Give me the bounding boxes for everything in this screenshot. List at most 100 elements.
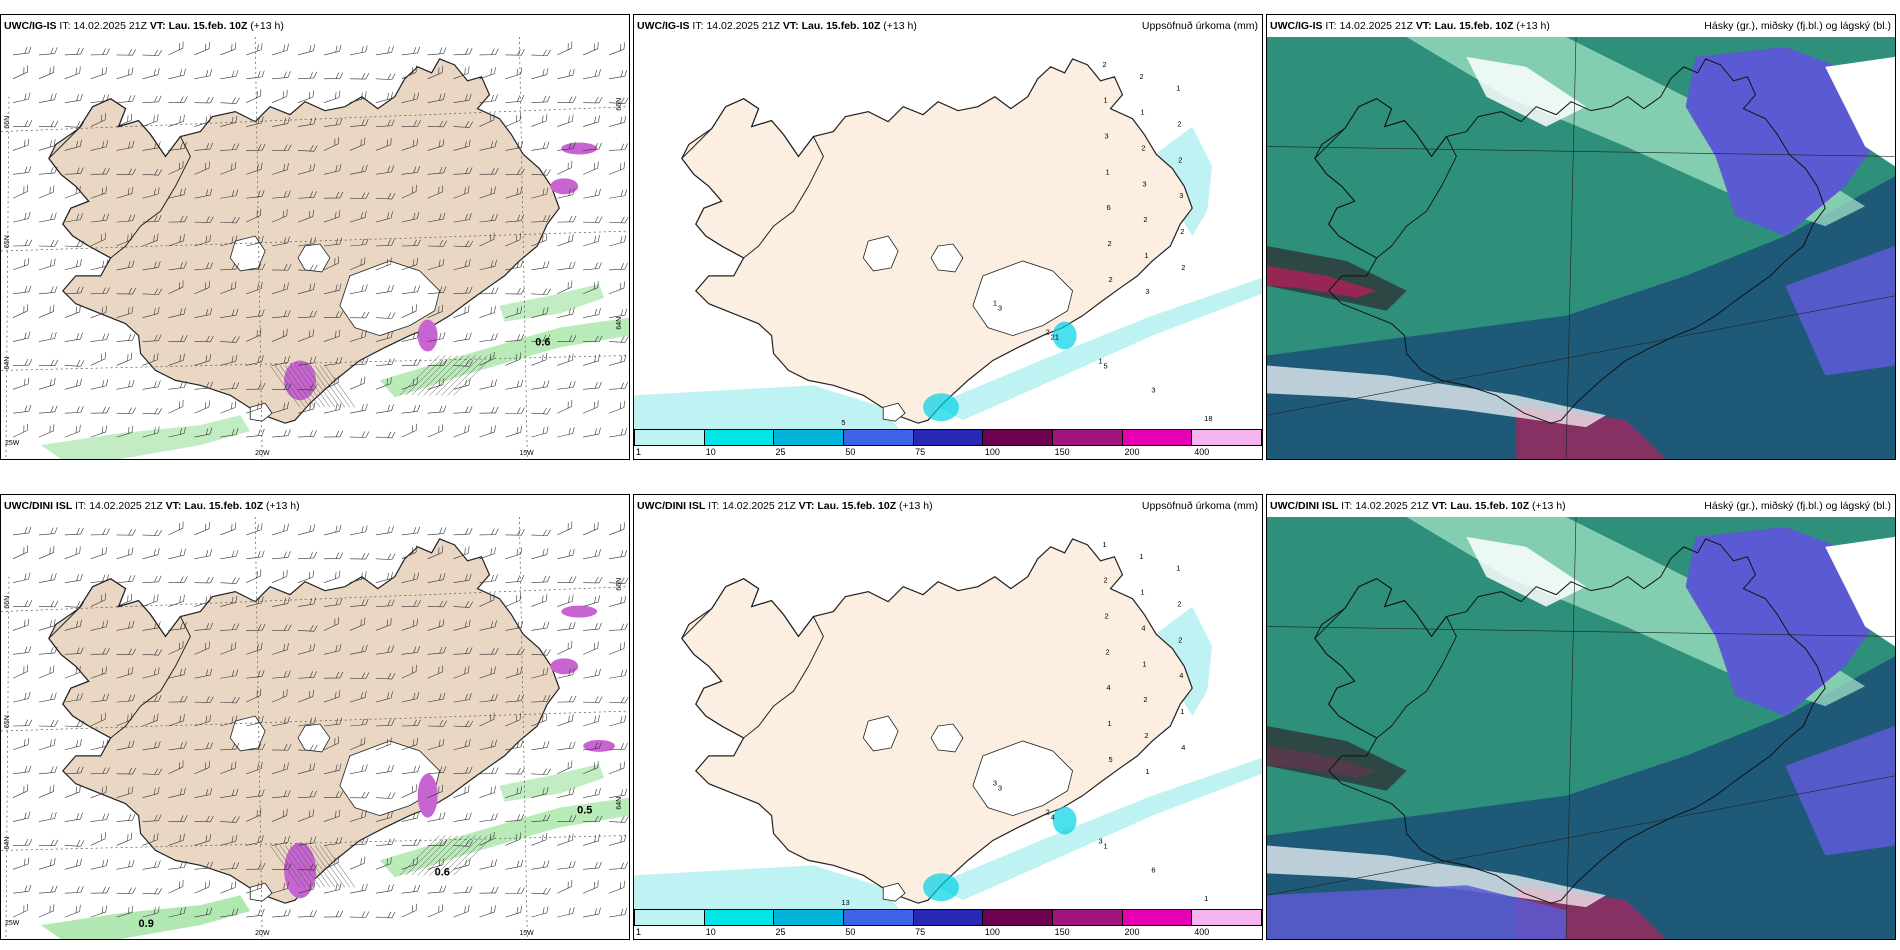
- wind-barb: [194, 522, 210, 536]
- precip-value: 4: [1141, 623, 1145, 632]
- mid-cloud-area: [1785, 246, 1895, 376]
- wind-barb: [609, 382, 628, 390]
- wind-barb: [375, 138, 392, 151]
- mid-cloud-area: [1267, 885, 1567, 939]
- precip-maximum: [1052, 321, 1077, 350]
- wind-barb: [323, 44, 342, 56]
- wind-barb: [375, 553, 396, 560]
- wind-barb: [609, 742, 628, 751]
- legend-swatch: [1122, 430, 1193, 445]
- wind-barb: [427, 904, 444, 918]
- wind-barb: [246, 624, 266, 631]
- wind-barb: [64, 739, 82, 751]
- wind-barb: [168, 426, 186, 438]
- wind-barb: [505, 233, 521, 247]
- wind-barb: [12, 691, 31, 703]
- region-boundary: [1565, 517, 1577, 939]
- legend-swatch: [983, 430, 1054, 445]
- wind-barb: [116, 407, 136, 414]
- wind-barb: [90, 425, 107, 438]
- wind-barb: [90, 546, 107, 560]
- latitude-line: [1, 230, 629, 252]
- wind-barb: [401, 211, 420, 223]
- legend-tick: 100: [984, 447, 1000, 457]
- wind-barb: [505, 94, 525, 103]
- wind-barb: [608, 161, 625, 175]
- precip-area: [1152, 606, 1213, 717]
- wind-barb: [220, 42, 237, 56]
- wind-barb: [349, 810, 367, 822]
- wind-barb: [557, 787, 575, 798]
- wind-barb: [142, 713, 159, 727]
- precip-value: 2: [1108, 275, 1112, 284]
- wind-barb: [194, 280, 210, 295]
- wind-barb: [168, 380, 187, 390]
- wind-barb: [272, 71, 291, 80]
- wind-barb: [272, 523, 289, 536]
- hatch: [269, 365, 301, 408]
- wind-barb: [583, 834, 600, 846]
- valid-time: Lau. 15.feb. 10Z: [1434, 20, 1514, 32]
- wind-barb: [220, 522, 237, 536]
- init-time: 14.02.2025 21Z: [722, 500, 796, 512]
- wind-barb: [38, 646, 58, 655]
- wind-barb: [90, 259, 109, 271]
- wind-barb: [272, 163, 289, 175]
- iceland-landmass: [681, 58, 1193, 424]
- wind-barb: [194, 788, 213, 798]
- wind-barb: [375, 672, 396, 680]
- legend-tick: 150: [1054, 927, 1070, 937]
- westfjords-coast: [681, 578, 824, 739]
- wind-barb: [116, 425, 134, 438]
- wind-barb: [220, 862, 240, 870]
- wind-barb: [12, 331, 31, 342]
- wind-barb: [349, 431, 370, 438]
- wind-barb: [401, 765, 421, 775]
- wind-barb: [168, 668, 186, 679]
- wind-barb: [64, 527, 84, 536]
- iceland-landmass: [48, 58, 560, 424]
- wind-barb: [272, 282, 289, 295]
- region-boundary: [1267, 295, 1895, 416]
- heavy-snow-area: [417, 773, 438, 818]
- wind-barb: [531, 575, 551, 583]
- glacier: [229, 235, 266, 272]
- glacier: [229, 715, 266, 752]
- wind-barb: [557, 380, 576, 390]
- legend-ticks: 1 10 25 50 75 100 150 200 400: [634, 447, 1262, 459]
- wind-barb: [116, 905, 134, 918]
- wind-barb: [505, 666, 523, 679]
- wind-barb: [90, 406, 110, 414]
- wind-barb: [246, 569, 262, 583]
- legend-tick: 75: [915, 927, 926, 937]
- wind-barb: [64, 573, 83, 583]
- precip-area: [933, 757, 1262, 901]
- wind-barb: [90, 785, 107, 798]
- wind-barb: [64, 66, 81, 80]
- precip-value: 1: [1142, 659, 1146, 668]
- wind-barb: [557, 41, 573, 56]
- wind-barb: [298, 71, 317, 80]
- legend-tick: 1: [636, 447, 642, 457]
- wind-barb: [168, 760, 184, 775]
- wind-barb: [38, 600, 59, 608]
- wind-barb: [246, 189, 265, 199]
- wind-barb: [479, 712, 495, 727]
- wind-barb: [194, 400, 210, 414]
- wind-barb: [505, 648, 525, 655]
- wind-barb: [427, 527, 447, 536]
- wind-barb: [116, 352, 133, 366]
- wind-barb: [298, 430, 317, 438]
- wind-barb: [401, 600, 421, 607]
- wind-barb: [38, 212, 57, 223]
- wind-barb: [298, 671, 317, 679]
- wind-barb: [531, 215, 551, 223]
- precip-value: 4: [1179, 671, 1183, 680]
- wind-barb: [90, 859, 109, 870]
- wind-barb: [272, 835, 290, 846]
- wind-barb: [12, 600, 33, 607]
- wind-barb: [116, 214, 136, 223]
- wind-barb: [453, 424, 470, 438]
- wind-barb: [246, 328, 262, 342]
- wind-barb: [453, 185, 470, 199]
